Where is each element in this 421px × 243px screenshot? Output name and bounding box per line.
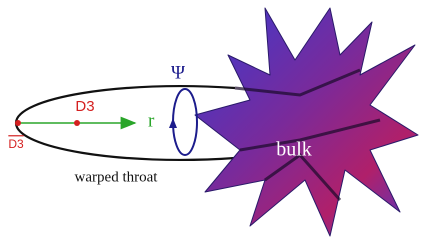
psi-label: Ψ: [171, 62, 185, 83]
anti-d3-point: [15, 120, 21, 126]
r-label: r: [148, 110, 155, 131]
d3-label: D3: [75, 98, 94, 115]
bulk-label: bulk: [276, 139, 312, 161]
anti-d3-label: D3: [8, 137, 24, 151]
diagram: Ψ D3 D3 r bulk warped throat: [0, 0, 421, 243]
d3-point: [74, 120, 80, 126]
bulk-surface: [195, 8, 418, 236]
throat-label: warped throat: [75, 169, 159, 185]
